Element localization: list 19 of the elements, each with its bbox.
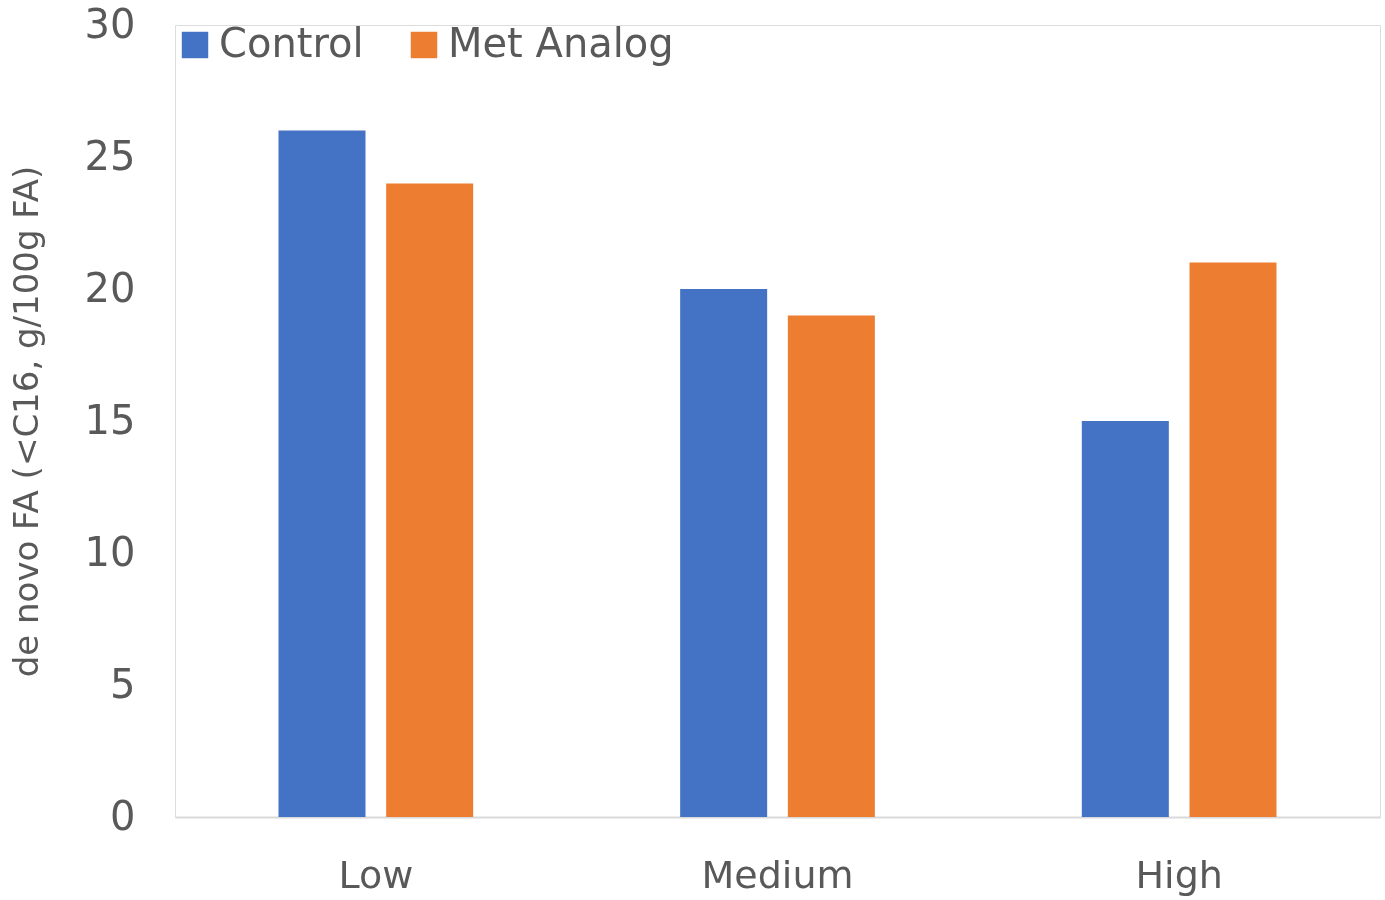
bar [278,130,366,817]
bar [1189,262,1277,817]
y-axis-title: de novo FA (<C16, g/100g FA) [5,165,46,678]
y-tick-label: 10 [84,528,136,575]
x-tick-label: Medium [701,852,854,897]
y-tick-label: 30 [84,0,136,47]
legend-label: Control [219,20,364,66]
bar [787,315,875,817]
y-tick-label: 25 [84,132,136,179]
bar [386,183,474,817]
bar [1081,421,1169,817]
y-tick-label: 0 [110,792,136,839]
x-tick-label: High [1135,852,1223,897]
bar [680,289,768,817]
y-tick-label: 15 [84,396,136,443]
legend-label: Met Analog [448,20,674,66]
x-tick-label: Low [338,852,414,897]
y-tick-label: 5 [110,660,136,707]
y-tick-label: 20 [84,264,136,311]
